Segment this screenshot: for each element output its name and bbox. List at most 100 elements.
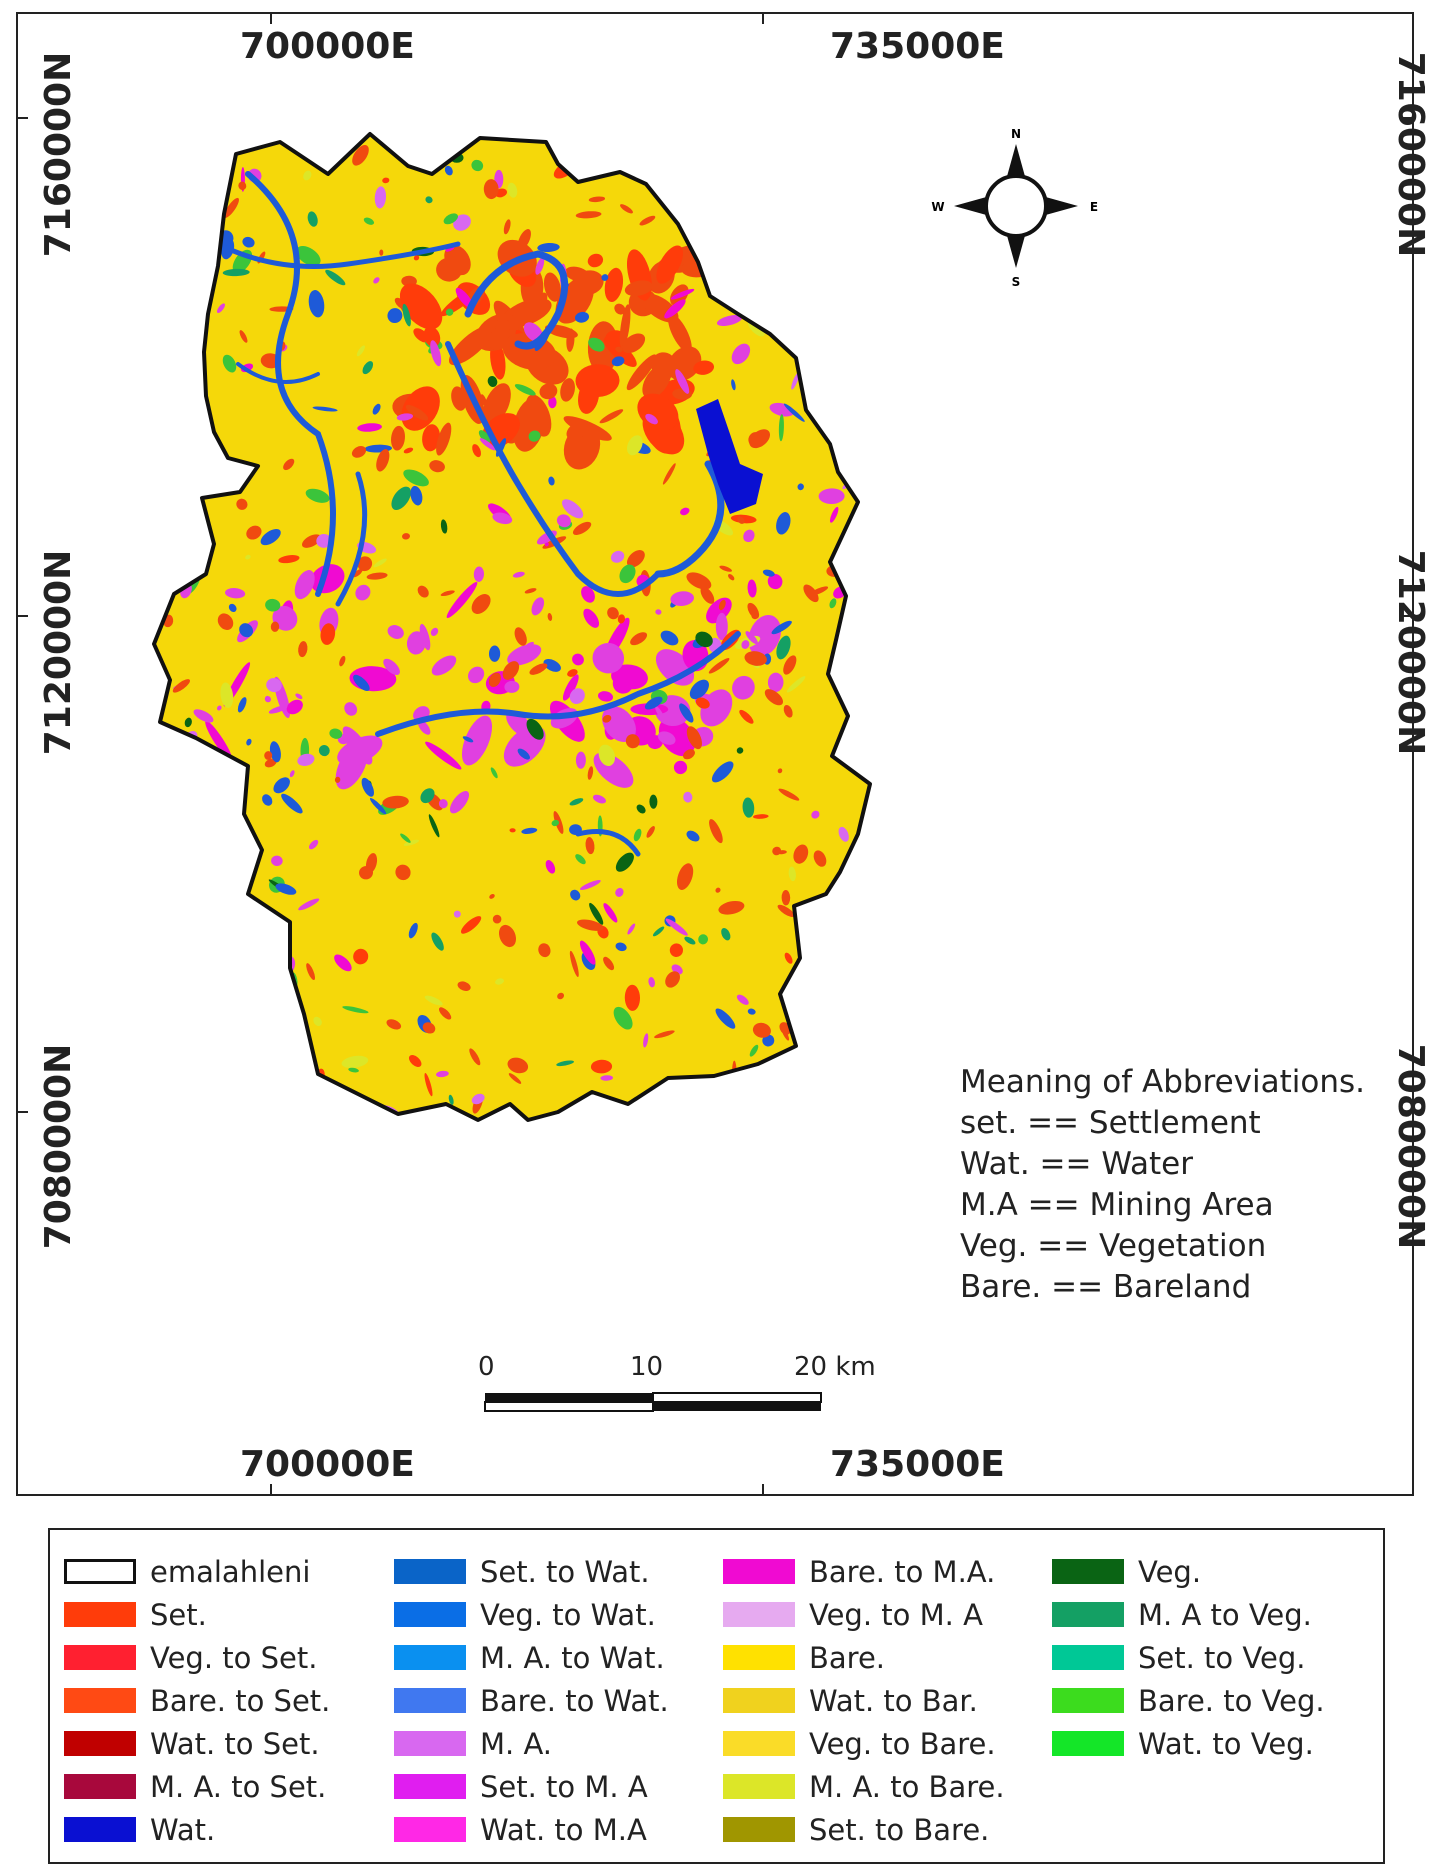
land-cover-patch [197, 1009, 222, 1020]
land-cover-patch [457, 981, 471, 991]
land-cover-patch [741, 640, 750, 649]
land-cover-patch [611, 356, 625, 367]
land-cover-patch [472, 444, 482, 458]
legend-swatch [394, 1688, 466, 1713]
land-cover-patch [262, 794, 273, 806]
land-cover-patch [767, 573, 783, 590]
land-cover-patch [517, 748, 530, 760]
land-cover-patch [334, 954, 352, 972]
land-cover-patch [615, 346, 623, 353]
land-cover-patch [753, 288, 761, 300]
land-cover-patch [551, 819, 560, 827]
legend-item: M. A. to Bare. [723, 1765, 1005, 1808]
land-cover-patch [731, 379, 736, 391]
land-cover-patch [422, 1022, 436, 1034]
land-cover-patch [644, 696, 663, 710]
land-cover-patch [693, 360, 715, 375]
legend-column: Set. to Wat. Veg. to Wat. M. A. to Wat. Bar… [394, 1550, 669, 1851]
land-cover-patch [403, 839, 419, 846]
land-cover-patch [539, 383, 558, 400]
land-cover-patch [577, 919, 604, 931]
land-cover-patch [677, 863, 694, 890]
land-cover-patch [633, 828, 642, 842]
land-cover-patch [443, 213, 458, 225]
land-cover-patch [619, 304, 631, 349]
land-cover-patch [748, 278, 762, 307]
land-cover-patch [602, 706, 636, 742]
land-cover-patch [299, 1050, 306, 1057]
land-cover-patch [225, 588, 246, 599]
land-cover-patch [601, 274, 609, 281]
land-cover-patch [487, 375, 498, 388]
land-cover-patch [783, 403, 805, 422]
land-cover-patch [617, 614, 626, 624]
legend-label: Veg. to Wat. [480, 1597, 656, 1632]
land-cover-patch [460, 916, 482, 934]
land-cover-patch [495, 318, 511, 334]
land-cover-patch [776, 635, 791, 660]
land-cover-patch [344, 702, 358, 716]
land-cover-patch [307, 211, 318, 227]
land-cover-patch [586, 145, 604, 169]
land-cover-patch [690, 212, 704, 224]
land-cover-patch [361, 777, 374, 797]
land-cover-patch [192, 552, 199, 571]
land-cover-patch [316, 533, 332, 548]
land-cover-patch [787, 1093, 803, 1107]
compass-w: W [931, 200, 944, 214]
land-cover-patch [362, 361, 374, 375]
land-cover-patch [669, 943, 684, 957]
land-cover-patch [818, 268, 829, 278]
land-cover-patch [262, 1017, 274, 1031]
land-cover-patch [449, 790, 470, 814]
compass-e: E [1090, 200, 1098, 214]
land-cover-patch [547, 613, 553, 621]
land-cover-patch [735, 156, 743, 174]
land-cover-patch [271, 855, 283, 867]
land-cover-patch [355, 584, 371, 601]
land-cover-patch [649, 794, 658, 809]
land-cover-patch [587, 253, 604, 268]
land-cover-patch [639, 215, 656, 226]
legend-item: Veg. to Set. [64, 1636, 330, 1679]
land-cover-patch [239, 330, 248, 343]
legend-label: Veg. [1138, 1554, 1202, 1589]
land-cover-patch [461, 715, 493, 766]
land-cover-patch [417, 719, 431, 735]
land-cover-patch [217, 613, 234, 630]
land-cover-patch [369, 797, 387, 815]
legend-item: Bare. to M.A. [723, 1550, 1005, 1593]
land-cover-patch [581, 586, 595, 603]
land-cover-patch [610, 550, 625, 563]
land-cover-patch [298, 898, 320, 911]
legend-column: Veg. M. A to Veg. Set. to Veg. Bare. to Veg… [1052, 1550, 1325, 1765]
land-cover-patch [242, 236, 255, 248]
legend-item: Veg. to Bare. [723, 1722, 1005, 1765]
land-cover-patch [228, 1048, 242, 1065]
land-cover-patch [766, 273, 782, 289]
land-cover-patch [424, 1072, 433, 1097]
land-cover-patch [339, 655, 346, 667]
land-cover-patch [700, 586, 715, 604]
legend-label: Set. [150, 1597, 207, 1632]
land-cover-patch [453, 214, 471, 231]
land-cover-patch [353, 674, 370, 691]
land-cover-patch [237, 697, 247, 713]
land-cover-patch [428, 814, 440, 838]
land-cover-patch [570, 889, 581, 901]
land-cover-patch [686, 726, 702, 750]
land-cover-patch [440, 590, 455, 597]
land-cover-patch [502, 661, 520, 680]
land-cover-patch [728, 574, 735, 581]
map-legend: emalahleni Set. Veg. to Set. Bare. to Set. W… [48, 1528, 1385, 1864]
legend-swatch [64, 1688, 136, 1713]
land-cover-patch [636, 804, 646, 814]
land-cover-patch [662, 463, 676, 485]
land-cover-patch [689, 679, 709, 700]
land-cover-patch [438, 799, 448, 809]
land-cover-patch [755, 201, 763, 210]
land-cover-patch [739, 709, 754, 724]
legend-swatch [723, 1645, 795, 1670]
land-cover-patch [731, 343, 751, 365]
land-cover-patch [499, 924, 516, 948]
